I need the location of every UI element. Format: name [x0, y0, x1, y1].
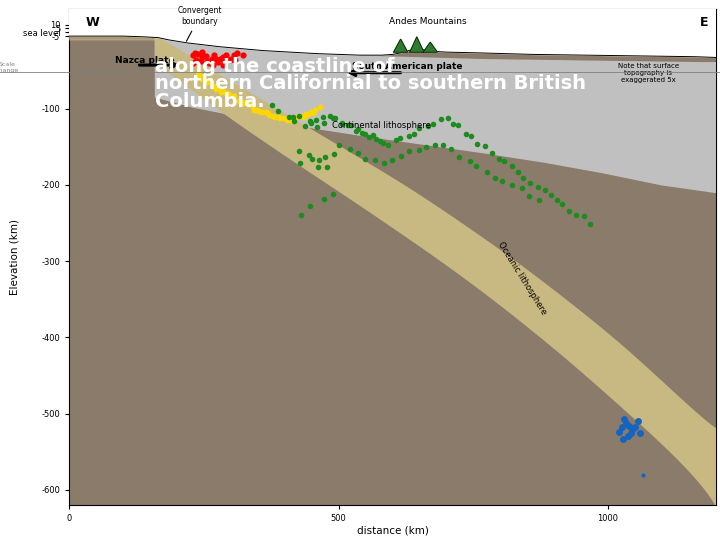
Text: E: E [700, 16, 708, 29]
Polygon shape [156, 38, 716, 505]
Text: Nazca plate: Nazca plate [115, 56, 175, 65]
Text: South American plate: South American plate [352, 62, 463, 71]
Text: Note that surface
topography is
exaggerated 5x: Note that surface topography is exaggera… [618, 63, 679, 83]
Polygon shape [410, 37, 424, 52]
Text: Continental lithosphere: Continental lithosphere [333, 120, 431, 130]
Polygon shape [394, 39, 408, 52]
Text: Scale
change: Scale change [0, 62, 19, 73]
Polygon shape [69, 9, 716, 57]
Polygon shape [156, 38, 716, 192]
Text: along the coastline of: along the coastline of [156, 57, 395, 76]
Y-axis label: Elevation (km): Elevation (km) [10, 219, 20, 295]
Text: Convergent
boundary: Convergent boundary [177, 6, 222, 41]
Polygon shape [69, 32, 169, 40]
Text: Columbia.: Columbia. [156, 92, 265, 111]
Polygon shape [423, 42, 437, 52]
Text: W: W [86, 16, 99, 29]
X-axis label: distance (km): distance (km) [356, 526, 428, 536]
Text: Oceanic lithosphere: Oceanic lithosphere [496, 240, 548, 316]
Text: Andes Mountains: Andes Mountains [389, 17, 467, 26]
Text: northern Californial to southern British: northern Californial to southern British [156, 74, 587, 93]
Polygon shape [69, 23, 163, 32]
